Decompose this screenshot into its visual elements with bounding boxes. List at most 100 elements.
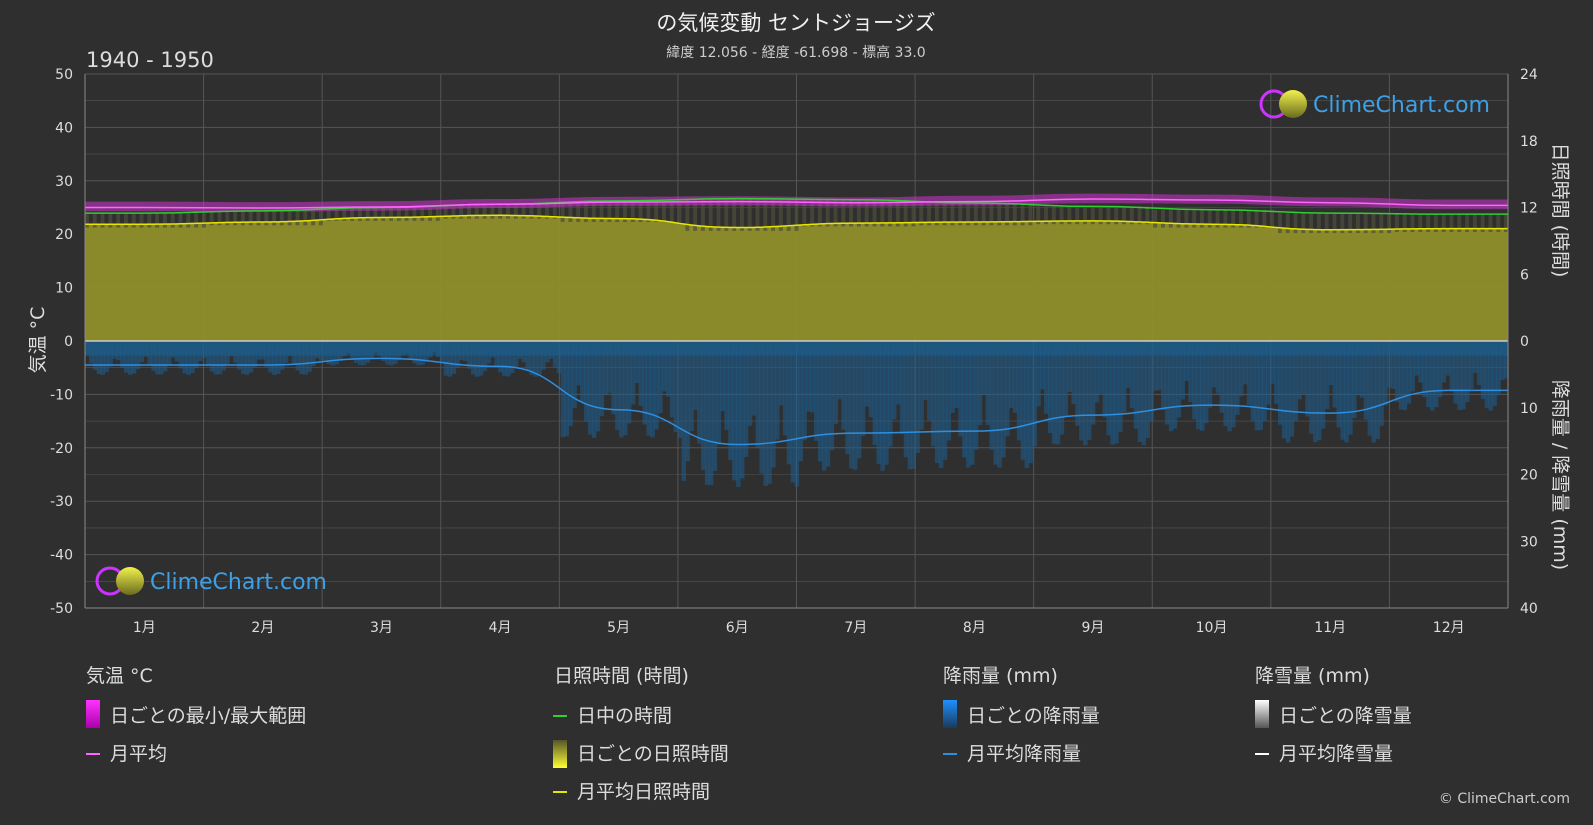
sunshine-daily-bar [1472, 214, 1477, 232]
sunshine-daily-bar [1075, 206, 1080, 225]
rain-daily-bar [1231, 341, 1236, 428]
left-tick-label: 50 [55, 67, 73, 83]
rain-daily-bar [1476, 341, 1482, 386]
rain-daily-bar [1309, 341, 1314, 434]
rain-daily-bar [1305, 341, 1310, 417]
rain-daily-bar [806, 341, 811, 412]
rain-daily-bar [1153, 341, 1158, 391]
rain-daily-bar [794, 341, 800, 487]
right-tick-label-hours: 18 [1520, 134, 1538, 150]
sunshine-daily-bar [1371, 213, 1376, 234]
rain-daily-bar [1492, 341, 1497, 406]
sunshine-daily-bar [365, 207, 370, 221]
rain-daily-bar [451, 341, 456, 374]
rain-daily-bar [1235, 341, 1240, 415]
rain-daily-bar [895, 341, 901, 405]
sunshine-daily-bar [833, 199, 838, 227]
rain-daily-bar [1145, 341, 1150, 438]
rain-daily-bar [739, 341, 745, 479]
rain-daily-bar [1211, 341, 1217, 388]
rain-daily-bar [615, 341, 620, 431]
sunshine-daily-bar [396, 207, 401, 221]
rain-daily-bar [1176, 341, 1182, 418]
rain-daily-bar [1044, 341, 1049, 414]
rain-daily-bar [790, 341, 796, 483]
rain-daily-bar [763, 341, 768, 486]
sunshine-daily-bar [217, 210, 222, 226]
sunshine-daily-bar [1161, 209, 1165, 228]
rain-daily-bar [954, 341, 959, 408]
rain-daily-bar [642, 341, 648, 425]
rain-daily-bar [755, 341, 761, 449]
rain-daily-bar [307, 341, 312, 372]
rain-daily-bar [100, 341, 106, 375]
rain-daily-bar [728, 341, 733, 461]
sunshine-daily-bar [459, 204, 464, 219]
sunshine-daily-bar [771, 198, 776, 231]
rain-daily-bar [1316, 341, 1322, 441]
sunshine-daily-bar [209, 210, 214, 226]
rain-daily-bar [619, 341, 624, 438]
rain-daily-bar [1488, 341, 1494, 411]
sunshine-daily-bar [1480, 214, 1485, 232]
sunshine-daily-bar [685, 198, 690, 231]
rain-daily-bar [1133, 341, 1139, 429]
rain-daily-bar [1055, 341, 1061, 445]
rain-daily-bar [1001, 341, 1006, 458]
right-tick-label-hours: 12 [1520, 201, 1538, 217]
sunshine-daily-bar [623, 200, 627, 222]
sunshine-daily-bar [856, 199, 861, 227]
sunshine-daily-bar [661, 200, 666, 222]
sunshine-daily-bar [1387, 213, 1392, 234]
axes: 50 40 30 20 10 0 -10 -20 -30 -40 -50 24 18 12 6 0 10 20 30… [50, 67, 1538, 636]
sunshine-daily-bar [521, 204, 526, 219]
rain-daily-bar [849, 341, 854, 469]
sunshine-daily-bar [1168, 209, 1173, 228]
rain-daily-bar [712, 341, 718, 471]
rain-daily-bar [1250, 341, 1256, 422]
sunshine-daily-bar [303, 210, 308, 226]
sunshine-daily-bar [1036, 206, 1041, 225]
sunshine-daily-bar [1207, 209, 1212, 228]
rain-daily-bar [1086, 341, 1092, 440]
right-tick-label-mm: 20 [1520, 468, 1538, 484]
sunshine-daily-bar [178, 213, 183, 228]
sunshine-daily-bar [1270, 209, 1275, 228]
rain-daily-bar [533, 341, 538, 377]
sunshine-daily-bar [1457, 214, 1462, 232]
logo-sun-icon [116, 567, 144, 595]
rain-daily-bar [837, 341, 842, 400]
rain-daily-bar [1344, 341, 1349, 443]
rain-daily-bar [1106, 341, 1111, 436]
x-tick-label: 11月 [1314, 620, 1346, 636]
sunshine-daily-bar [116, 213, 121, 228]
rain-daily-bar [1379, 341, 1384, 426]
rain-daily-bar [876, 341, 881, 464]
rain-daily-bar [482, 341, 488, 371]
rain-daily-bar [1008, 341, 1014, 409]
rain-daily-bar [958, 341, 963, 437]
sunshine-daily-bar [950, 203, 955, 226]
rain-daily-bar [1465, 341, 1470, 403]
sunshine-daily-bar [607, 200, 612, 222]
sunshine-daily-bar [474, 204, 479, 219]
sunshine-daily-bar [1504, 214, 1508, 232]
sunshine-daily-bar [895, 199, 900, 227]
sunshine-daily-bar [373, 207, 378, 221]
rain-daily-bar [630, 341, 636, 405]
rain-base-band [85, 341, 1508, 356]
sunshine-daily-bar [201, 213, 206, 228]
rain-daily-bar [782, 341, 788, 436]
sunshine-daily-bar [880, 199, 885, 227]
rain-daily-bar [1457, 341, 1462, 411]
sunshine-daily-bar [1114, 206, 1119, 225]
x-tick-label: 5月 [607, 620, 630, 636]
rain-daily-bar [159, 341, 164, 375]
rain-daily-bar [1122, 341, 1127, 413]
rain-daily-bar [1180, 341, 1186, 400]
rain-daily-bar [1016, 341, 1022, 441]
sunshine-daily-bar [279, 210, 284, 226]
rain-daily-bar [1410, 341, 1416, 392]
sunshine-daily-bar [1238, 209, 1243, 228]
sunshine-daily-bar [778, 198, 783, 231]
